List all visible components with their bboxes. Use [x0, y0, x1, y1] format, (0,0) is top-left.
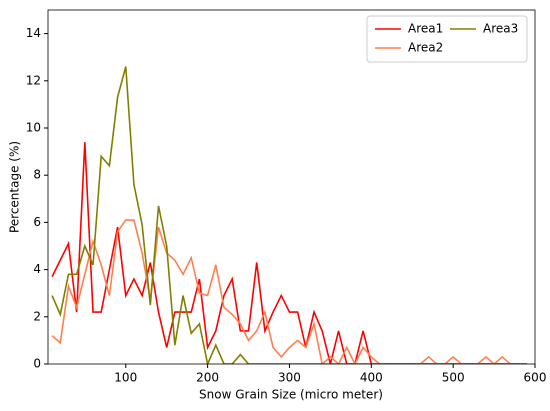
x-tick-label: 400 — [360, 371, 383, 385]
legend-label: Area2 — [408, 41, 443, 55]
x-tick-label: 300 — [278, 371, 301, 385]
y-tick-label: 8 — [33, 168, 41, 182]
y-tick-label: 10 — [26, 121, 41, 135]
data-line — [51, 219, 527, 364]
data-line — [51, 66, 527, 364]
y-tick-label: 6 — [33, 215, 41, 229]
legend-label: Area1 — [408, 22, 443, 36]
plot — [51, 66, 527, 364]
y-tick-label: 2 — [33, 309, 41, 323]
y-tick-label: 4 — [33, 262, 41, 276]
data-line — [51, 142, 527, 364]
y-tick-label: 12 — [26, 73, 41, 87]
x-tick-label: 100 — [114, 371, 137, 385]
y-tick-label: 0 — [33, 357, 41, 371]
x-tick-label: 200 — [196, 371, 219, 385]
y-tick-label: 14 — [26, 26, 41, 40]
x-tick-label: 600 — [524, 371, 547, 385]
y-axis-label: Percentage (%) — [8, 141, 22, 233]
x-axis-label: Snow Grain Size (micro meter) — [199, 388, 383, 402]
x-tick-label: 500 — [442, 371, 465, 385]
plot-frame — [47, 9, 536, 365]
legend-box — [366, 15, 528, 63]
legend-label: Area3 — [483, 22, 518, 36]
